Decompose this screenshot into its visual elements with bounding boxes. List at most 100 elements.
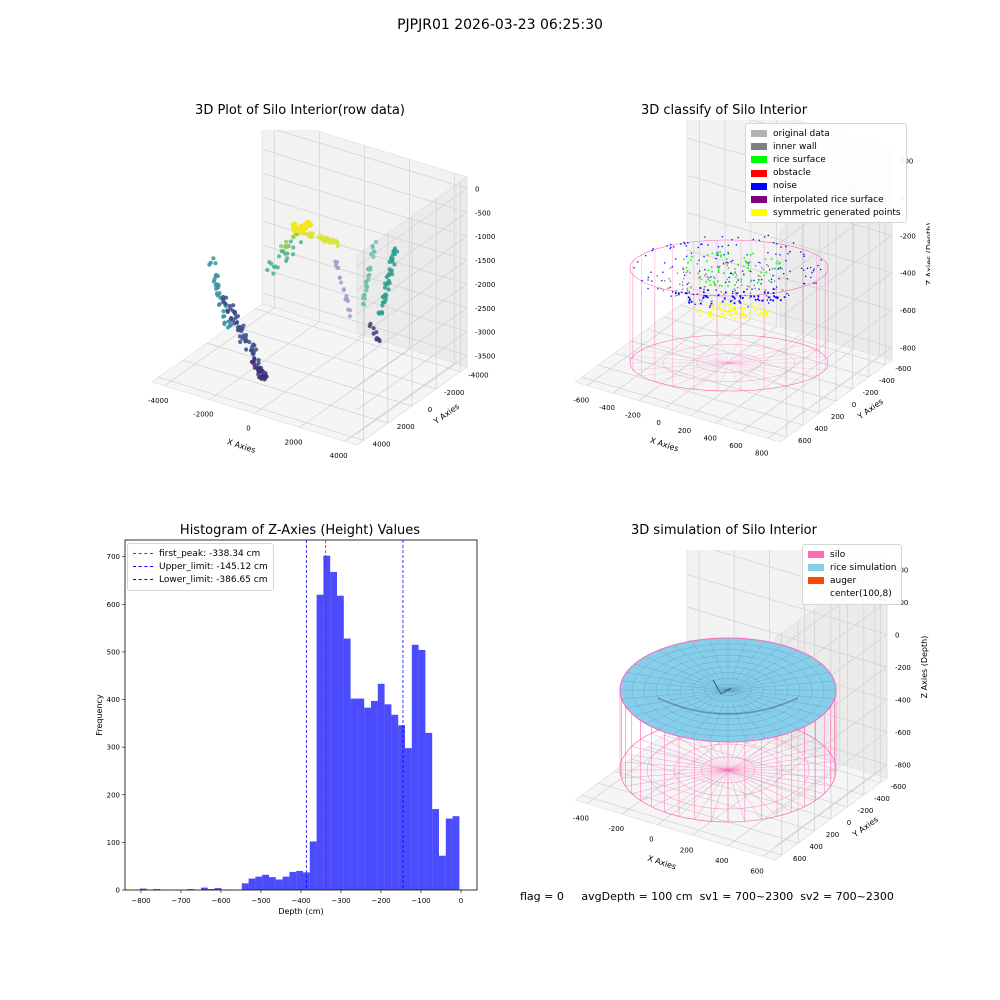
p2-point-noise [644,255,647,257]
p3-bar [398,725,405,890]
p4-surface-mesh-spoke [634,663,729,691]
p3-x-tick-label: −200 [371,897,390,905]
p2-point-noise [710,276,712,278]
p1-gridline [206,342,413,407]
p3-bar [214,888,222,890]
p2-point-noise-dense [754,298,757,301]
p1-point [221,309,226,314]
p1-point [371,326,376,331]
p2-point-inner-wall [724,262,727,264]
p1-point [383,297,388,302]
p3-y-tick-label: 700 [107,553,120,561]
p2-point-noise [817,264,819,267]
p2-point-inner-wall [682,267,684,269]
p4-surface-mesh-spoke [645,689,729,724]
p2-point-noise-dense [732,296,735,299]
legend-swatch [751,156,767,164]
p4-surface-mesh-spoke [727,638,747,691]
p2-point-noise-dense [706,296,709,299]
p2-floor-spoke [632,356,730,364]
p2-point-noise-dense [767,296,770,299]
p1-x-axis-label: X Axies [226,437,257,455]
p2-point-rice-surface [740,278,743,280]
p2-point-noise [666,245,668,247]
p2-point-inner-wall [759,262,761,264]
p2-point-noise [775,286,778,288]
p2-point-symmetric [721,314,724,317]
p2-point-symmetric [709,316,712,318]
p2-floor-spoke [728,344,804,364]
p2-point-inner-wall [686,288,688,290]
p2-point-inner-wall [734,268,736,270]
p2-point-noise [758,279,760,281]
p2-point-rice-surface [747,267,749,270]
p3-bar [248,878,256,890]
p2-point-rice-surface [712,276,715,278]
p2-point-noise [652,248,654,250]
p2-y-axis-label: Y Axies [855,397,885,422]
p2-point-noise [813,268,815,270]
p2-point-rice-surface [740,280,743,283]
p2-point-noise-dense [741,297,744,299]
p2-point-rice-surface [726,278,729,281]
p1-point [213,274,218,279]
p2-point-symmetric [723,313,725,316]
p4-z-tick-label: 0 [895,631,899,639]
p2-point-symmetric [738,313,741,316]
p2-x-tick-label: -400 [599,404,615,412]
classify-legend-item: inner wall [751,140,901,153]
p2-x-tick-label: 600 [729,442,742,450]
p2-point-noise [716,252,718,254]
legend-swatch [751,130,767,138]
p2-point-symmetric [729,314,732,317]
p1-gridline [182,359,388,424]
p2-point-inner-wall [723,263,725,265]
p3-bar [309,841,317,890]
legend-line-swatch [133,579,153,581]
p2-gridline [647,328,853,390]
legend-label: inner wall [773,141,817,152]
p2-point-noise-dense [776,296,779,299]
p2-point-inner-wall [742,273,745,275]
p3-x-tick-label: 0 [459,897,463,905]
p2-point-noise [746,288,748,290]
p1-point [327,240,332,245]
p3-bar [275,879,283,890]
p4-gridline [774,731,888,815]
legend-swatch [751,182,767,190]
p2-point-inner-wall [744,294,746,297]
p1-point [364,279,369,284]
p2-point-rice-surface [737,278,739,281]
p4-gridline [686,606,888,668]
p2-point-symmetric [733,317,736,320]
p3-bar [187,889,195,890]
p1-point-yellow [297,226,304,234]
p2-point-rice-surface [760,271,762,274]
classify-legend-item: symmetric generated points [751,206,901,219]
p2-point-symmetric [693,307,696,310]
p3-bar [201,887,208,890]
p4-floor-spoke [640,769,729,801]
p4-z-tick-label: -400 [895,697,911,705]
p2-point-rice-surface [734,271,737,273]
p2-point-symmetric [765,313,767,316]
sv1-text: sv1 = 700~2300 [699,890,794,903]
p2-point-noise [682,268,684,270]
p1-point [265,267,270,273]
p2-point-inner-wall [704,274,706,277]
p2-point-noise [758,239,761,241]
p2-point-noise-dense [761,299,764,302]
p2-point-noise [647,287,649,290]
p2-floor-spoke [728,362,786,387]
p2-point-noise [757,297,759,299]
p1-point [233,315,238,320]
p2-point-symmetric [743,317,746,320]
p1-x-tick-label: 2000 [285,438,303,446]
p2-point-noise [779,254,781,256]
p2-point-noise [753,279,755,282]
p2-point-noise [707,244,709,246]
p2-point-noise [694,303,696,305]
panel-1-title: 3D Plot of Silo Interior(row data) [195,103,405,118]
p1-point [366,273,371,278]
p2-point-noise [777,268,779,270]
